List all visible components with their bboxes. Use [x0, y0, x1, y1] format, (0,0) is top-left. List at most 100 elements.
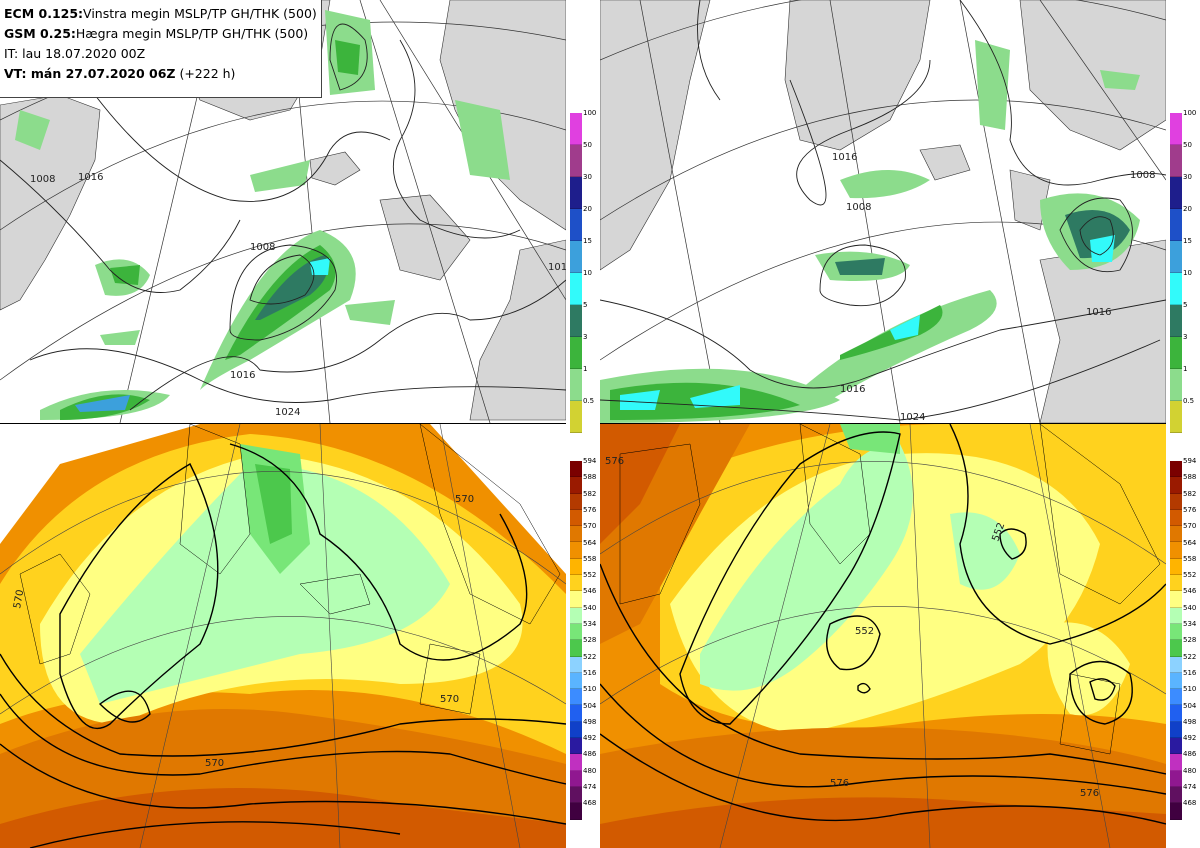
panel-divider	[0, 423, 566, 424]
colorbar-tick-label: 1	[583, 365, 588, 373]
colorbar-segment	[570, 305, 582, 337]
colorbar-tick-label: 594	[1183, 457, 1197, 465]
thickness-label: 570	[205, 758, 224, 769]
colorbar-tick-label: 564	[1183, 538, 1197, 547]
colorbar-segment	[1170, 689, 1182, 706]
colorbar-tick-label: 570	[583, 522, 597, 531]
thickness-label: 576	[830, 778, 849, 789]
colorbar-segment	[570, 738, 582, 755]
colorbar-tick-label: 0.5	[583, 397, 595, 405]
colorbar-segment	[1170, 305, 1182, 337]
colorbar-tick-label: 498	[1183, 717, 1197, 726]
thickness-label: 576	[1080, 788, 1099, 799]
colorbar-tick-label: 564	[583, 538, 597, 547]
colorbar-segment	[570, 337, 582, 369]
colorbar-segment	[1170, 591, 1182, 608]
colorbar-tick-label: 486	[1183, 750, 1197, 759]
colorbar-segment	[570, 689, 582, 706]
colorbar-tick-label: 498	[583, 717, 597, 726]
colorbar-segment	[570, 575, 582, 592]
colorbar-tick-label: 5	[583, 301, 588, 309]
colorbar-tick-label: 3	[583, 333, 588, 341]
colorbar-segment	[570, 754, 582, 771]
colorbar-tick-label: 528	[583, 636, 597, 645]
colorbar-segment	[570, 656, 582, 673]
colorbar-tick-label: 504	[1183, 701, 1197, 710]
colorbar-tick-label: 10	[1183, 269, 1192, 277]
colorbar-segment	[570, 705, 582, 722]
colorbar-tick-label: 588	[1183, 473, 1197, 482]
colorbar-segment	[1170, 542, 1182, 559]
colorbar-segment	[1170, 509, 1182, 527]
colorbar-segment	[570, 770, 582, 787]
colorbar-segment	[570, 558, 582, 576]
colorbar-segment	[570, 623, 582, 641]
colorbar-segment	[1170, 770, 1182, 787]
colorbar-tick-label: 50	[1183, 141, 1192, 149]
colorbar-tick-label: 50	[583, 141, 592, 149]
colorbar-segment	[570, 209, 582, 241]
colorbar-tick-label: 510	[1183, 685, 1197, 694]
colorbar-tick-label: 480	[1183, 766, 1197, 775]
colorbar-tick-label: 474	[1183, 783, 1197, 791]
colorbar-segment	[570, 526, 582, 543]
isobar-label: 1024	[900, 412, 925, 423]
isobar-label: 1008	[30, 174, 55, 185]
colorbar-tick-label: 552	[583, 571, 597, 580]
info-line-initial-time: IT: lau 18.07.2020 00Z	[4, 46, 146, 61]
colorbar-tick-label: 15	[583, 237, 592, 245]
colorbar-segment	[1170, 558, 1182, 576]
colorbar-segment	[570, 509, 582, 527]
colorbar-segment	[1170, 754, 1182, 771]
isobar-label: 1016	[832, 152, 857, 163]
colorbar-segment	[1170, 369, 1182, 401]
colorbar-segment	[1170, 656, 1182, 673]
colorbar-tick-label: 576	[583, 505, 597, 514]
info-line-ecm: ECM 0.125:Vinstra megin MSLP/TP GH/THK (…	[4, 6, 317, 21]
colorbar-segment	[1170, 575, 1182, 592]
thickness-label: 576	[605, 456, 624, 467]
thickness-label: 570	[440, 694, 459, 705]
thickness-colorbar	[1170, 461, 1182, 820]
colorbar-segment	[570, 640, 582, 657]
colorbar-tick-label: 558	[583, 554, 597, 563]
colorbar-tick-label: 504	[583, 701, 597, 710]
colorbar-tick-label: 30	[1183, 173, 1192, 181]
colorbar-segment	[1170, 461, 1182, 478]
info-line-valid-time: VT: mán 27.07.2020 06Z (+222 h)	[4, 66, 236, 81]
colorbar-tick-label: 588	[583, 473, 597, 482]
colorbar-tick-label: 486	[583, 750, 597, 759]
colorbar-segment	[570, 145, 582, 177]
colorbar-segment	[1170, 640, 1182, 657]
colorbar-tick-label: 510	[583, 685, 597, 694]
gsm-mslp-precip-panel: 1016 1008 1008 1016 1016 1024	[600, 0, 1166, 423]
colorbar-segment	[1170, 177, 1182, 209]
colorbar-tick-label: 546	[583, 587, 597, 596]
colorbar-segment	[570, 493, 582, 510]
colorbar-tick-label: 474	[583, 783, 597, 791]
colorbar-segment	[1170, 623, 1182, 641]
gsm-thickness-panel: 576 552 552 576 576	[600, 424, 1166, 848]
colorbar-tick-label: 522	[1183, 652, 1197, 661]
colorbar-tick-label: 540	[583, 603, 597, 612]
colorbar-tick-label: 10	[583, 269, 592, 277]
colorbar-tick-label: 522	[583, 652, 597, 661]
colorbar-segment	[570, 369, 582, 401]
colorbar-tick-label: 5	[1183, 301, 1188, 309]
colorbar-segment	[1170, 273, 1182, 305]
colorbar-segment	[1170, 209, 1182, 241]
colorbar-tick-label: 468	[1183, 799, 1197, 808]
colorbar-tick-label: 528	[1183, 636, 1197, 645]
thickness-colorbar	[570, 461, 582, 820]
colorbar-tick-label: 534	[583, 620, 597, 628]
colorbar-tick-label: 20	[583, 205, 592, 213]
colorbar-segment	[570, 273, 582, 305]
isobar-label: 1016	[230, 370, 255, 381]
isobar-label: 1008	[1130, 170, 1155, 181]
colorbar-segment	[1170, 337, 1182, 369]
colorbar-tick-label: 492	[1183, 734, 1197, 743]
colorbar-tick-label: 0.5	[1183, 397, 1195, 405]
ecm-mslp-precip-panel: 1008 1016 1008 1016 1024 1016 ECM 0.125:…	[0, 0, 566, 423]
isobar-label: 1024	[275, 407, 300, 418]
colorbar-segment	[1170, 145, 1182, 177]
